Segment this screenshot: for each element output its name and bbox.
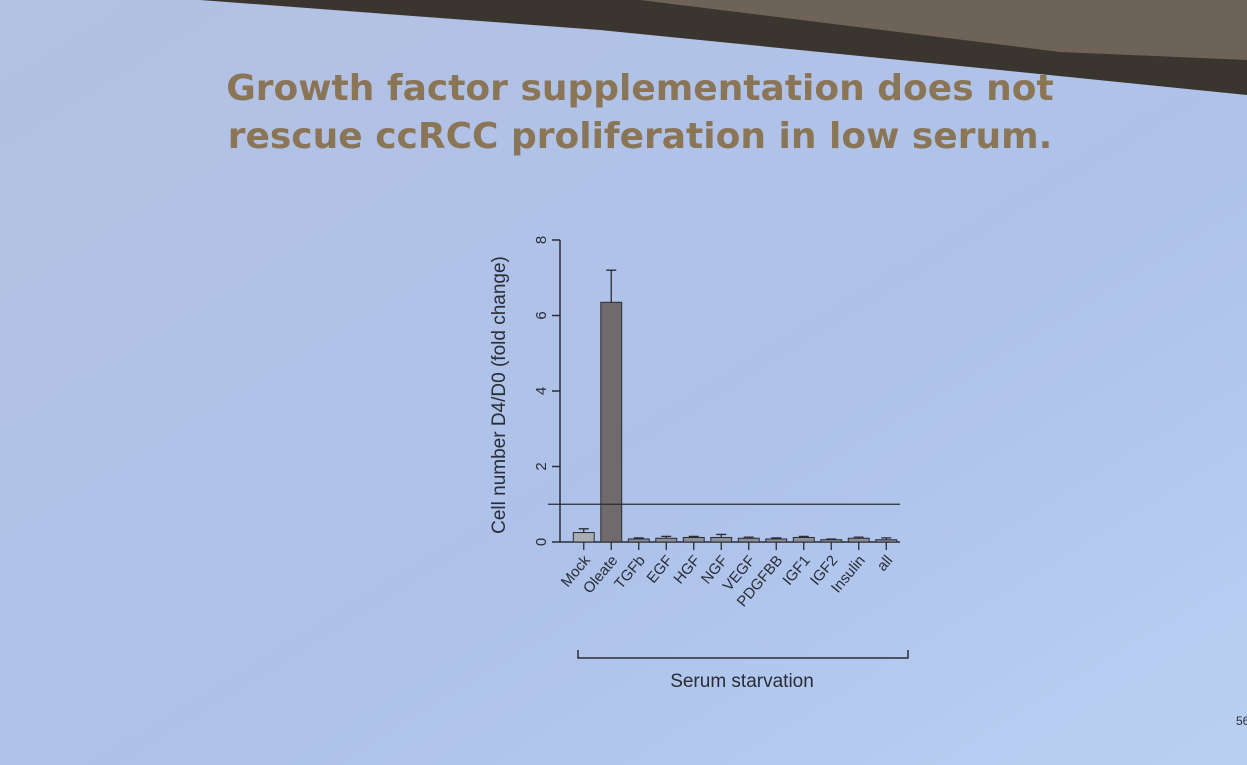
y-tick-label: 4 [533, 387, 550, 395]
y-tick-label: 8 [533, 236, 550, 244]
page-number: 56 [1236, 714, 1247, 728]
error-bar [633, 537, 644, 539]
error-bar [606, 269, 617, 303]
error-bar [826, 538, 837, 540]
error-bar [798, 535, 809, 538]
y-tick-label: 6 [533, 311, 550, 319]
bar [875, 539, 898, 543]
error-bar [743, 536, 754, 539]
bar [820, 539, 843, 543]
bar [765, 538, 788, 543]
bar [682, 536, 705, 543]
group-label: Serum starvation [670, 671, 814, 692]
bar [655, 537, 678, 543]
y-tick-label: 2 [533, 462, 550, 470]
error-bar [661, 535, 672, 539]
bar [792, 536, 815, 543]
y-tick-label: 0 [533, 538, 550, 546]
chart-title: Growth factor supplementation does not re… [226, 68, 1054, 157]
bar [627, 538, 650, 543]
bar [572, 532, 595, 543]
ceiling-light [640, 0, 1247, 60]
error-bar [853, 536, 864, 539]
bar [710, 536, 733, 543]
error-bar [578, 528, 589, 533]
group-bracket [577, 650, 909, 659]
error-bar [688, 535, 699, 538]
bar [600, 301, 623, 543]
bar [737, 537, 760, 543]
error-bar [771, 537, 782, 539]
error-bar [881, 537, 892, 540]
error-bar [716, 533, 727, 538]
bar [847, 537, 870, 543]
y-axis-label: Cell number D4/D0 (fold change) [489, 256, 510, 534]
